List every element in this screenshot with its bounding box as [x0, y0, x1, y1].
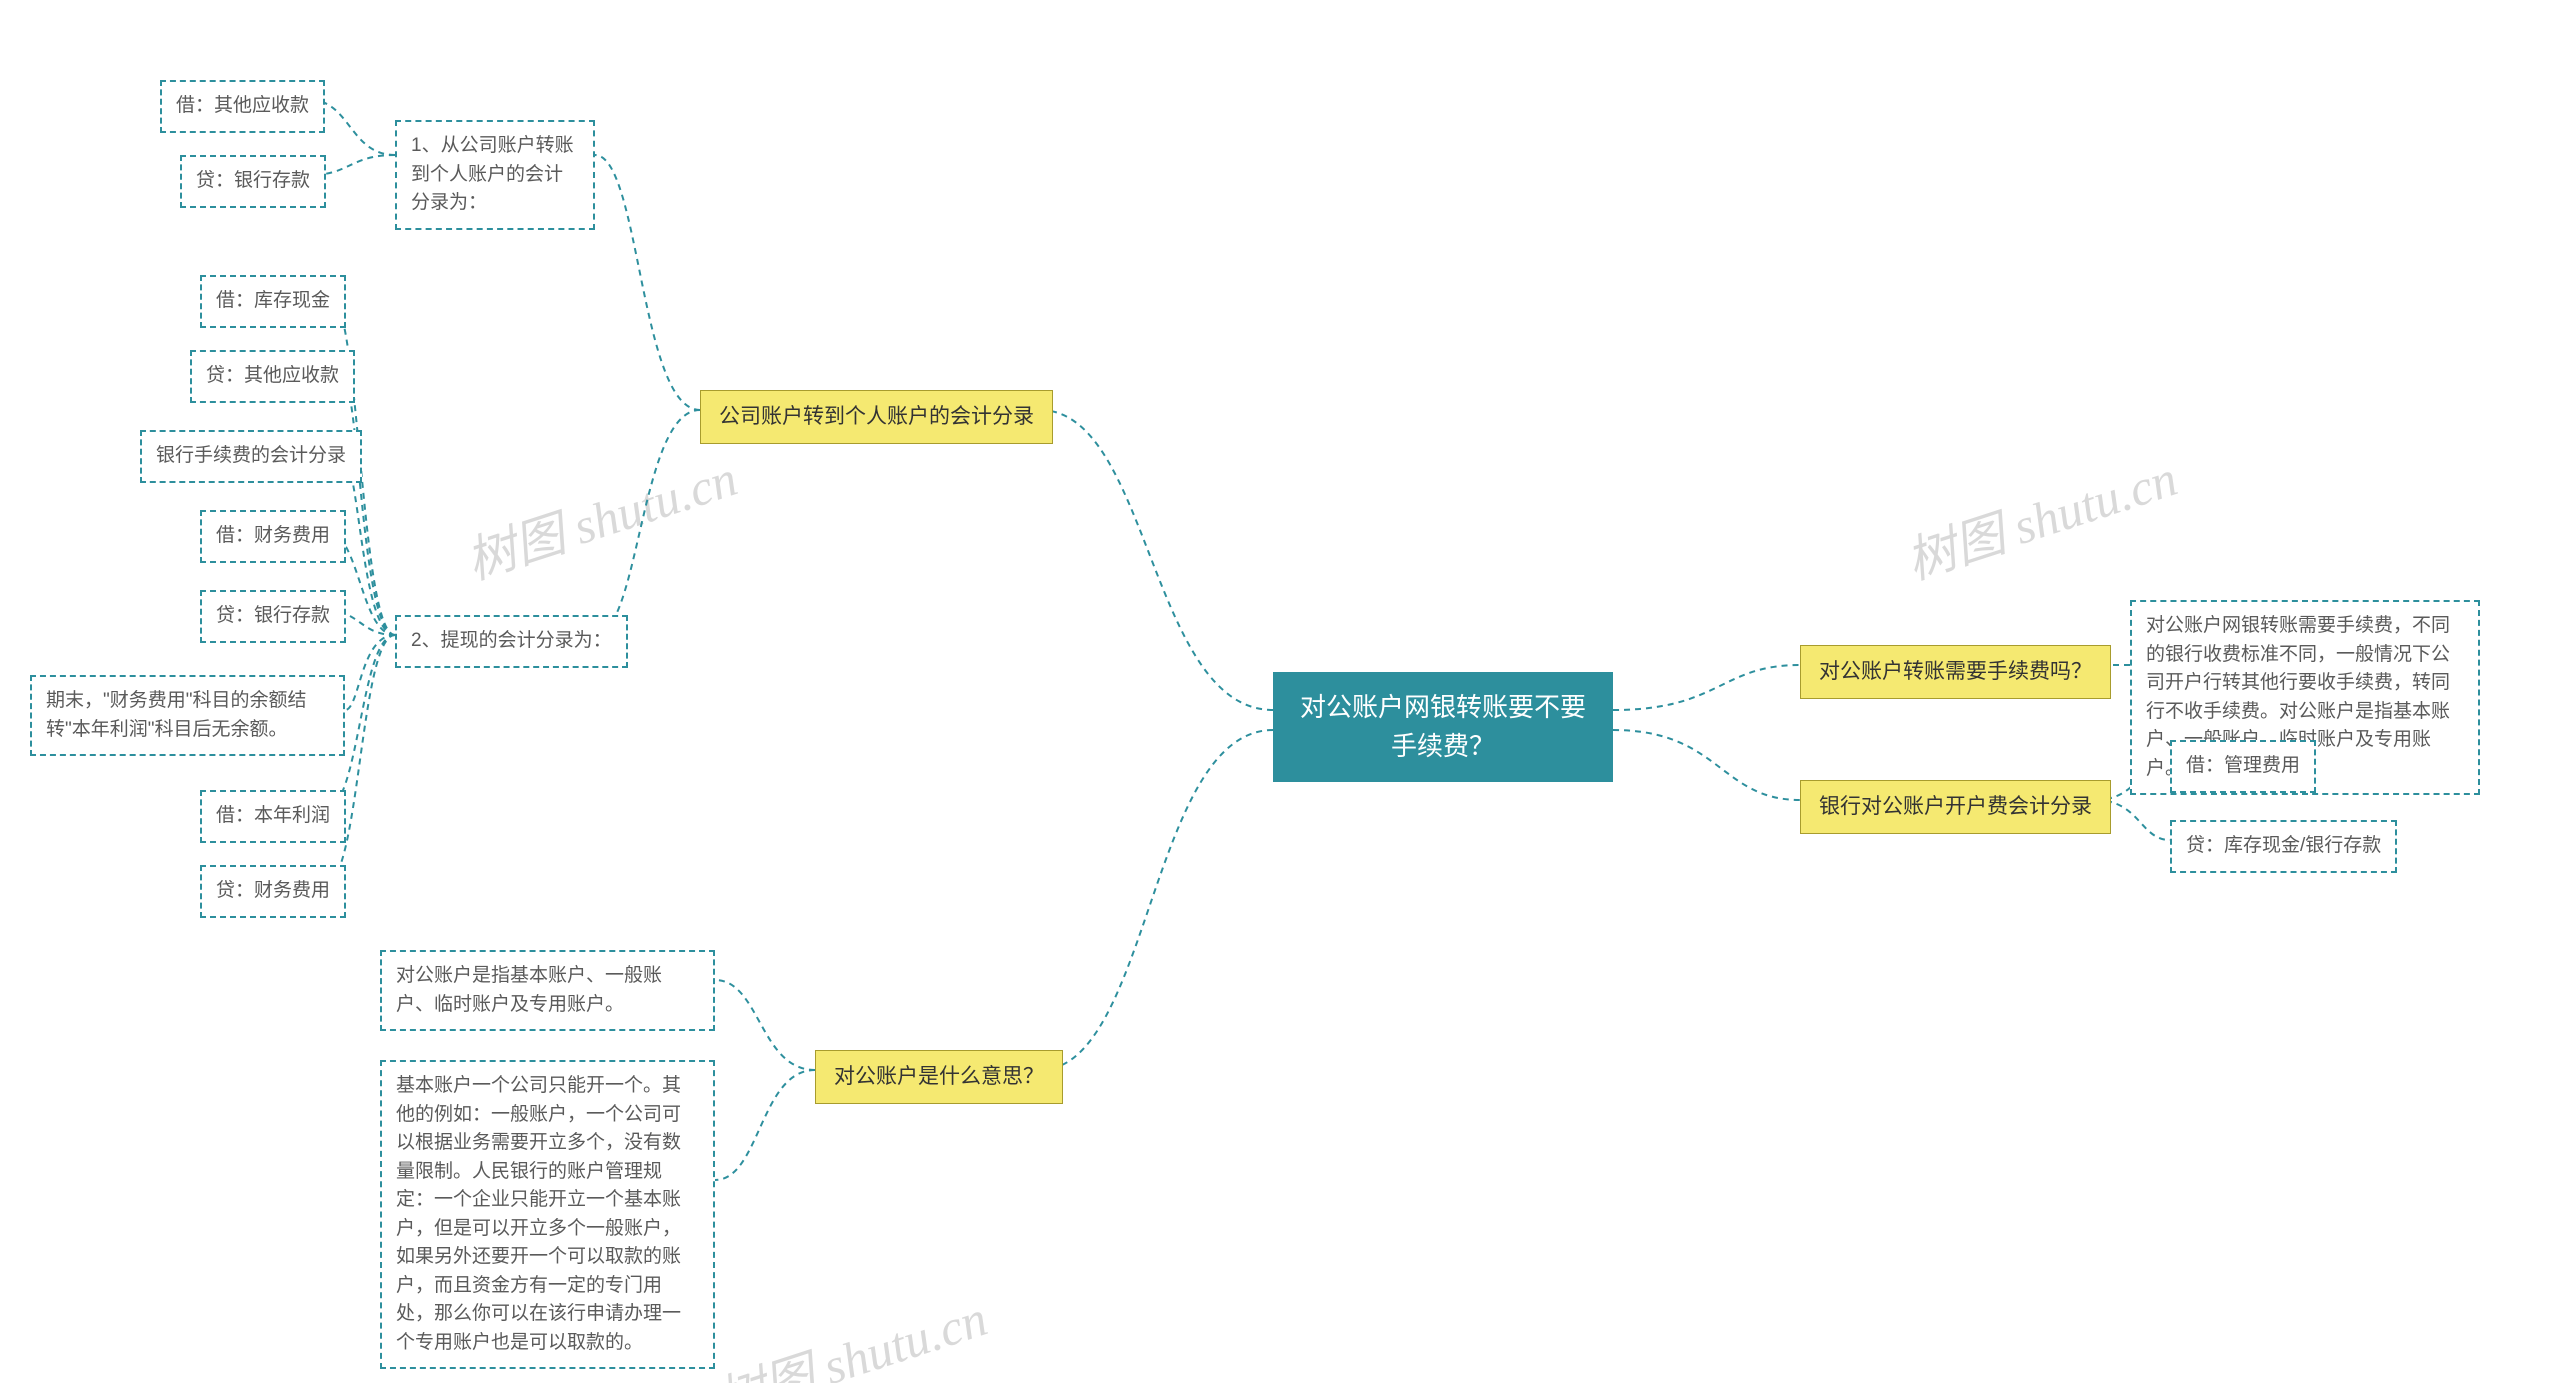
leaf: 借：财务费用 — [200, 510, 346, 563]
leaf: 对公账户是指基本账户、一般账户、临时账户及专用账户。 — [380, 950, 715, 1031]
leaf: 2、提现的会计分录为： — [395, 615, 628, 668]
leaf: 期末，"财务费用"科目的余额结转"本年利润"科目后无余额。 — [30, 675, 345, 756]
leaf: 基本账户一个公司只能开一个。其他的例如：一般账户，一个公司可以根据业务需要开立多… — [380, 1060, 715, 1369]
leaf: 借：库存现金 — [200, 275, 346, 328]
leaf: 借：本年利润 — [200, 790, 346, 843]
leaf: 1、从公司账户转账到个人账户的会计分录为： — [395, 120, 595, 230]
leaf: 贷：其他应收款 — [190, 350, 355, 403]
leaf: 银行手续费的会计分录 — [140, 430, 362, 483]
watermark: 树图 shutu.cn — [706, 1278, 995, 1383]
branch-what-is-corp-account[interactable]: 对公账户是什么意思？ — [815, 1050, 1063, 1104]
leaf: 贷：库存现金/银行存款 — [2170, 820, 2397, 873]
leaf: 贷：财务费用 — [200, 865, 346, 918]
leaf: 贷：银行存款 — [180, 155, 326, 208]
root-node[interactable]: 对公账户网银转账要不要 手续费？ — [1273, 672, 1613, 782]
branch-open-account-entry[interactable]: 银行对公账户开户费会计分录 — [1800, 780, 2111, 834]
leaf: 借：其他应收款 — [160, 80, 325, 133]
branch-accounting-entry[interactable]: 公司账户转到个人账户的会计分录 — [700, 390, 1053, 444]
leaf: 借：管理费用 — [2170, 740, 2316, 793]
branch-transfer-fee-needed[interactable]: 对公账户转账需要手续费吗？ — [1800, 645, 2111, 699]
leaf: 贷：银行存款 — [200, 590, 346, 643]
watermark: 树图 shutu.cn — [1896, 438, 2185, 593]
watermark: 树图 shutu.cn — [456, 438, 745, 593]
